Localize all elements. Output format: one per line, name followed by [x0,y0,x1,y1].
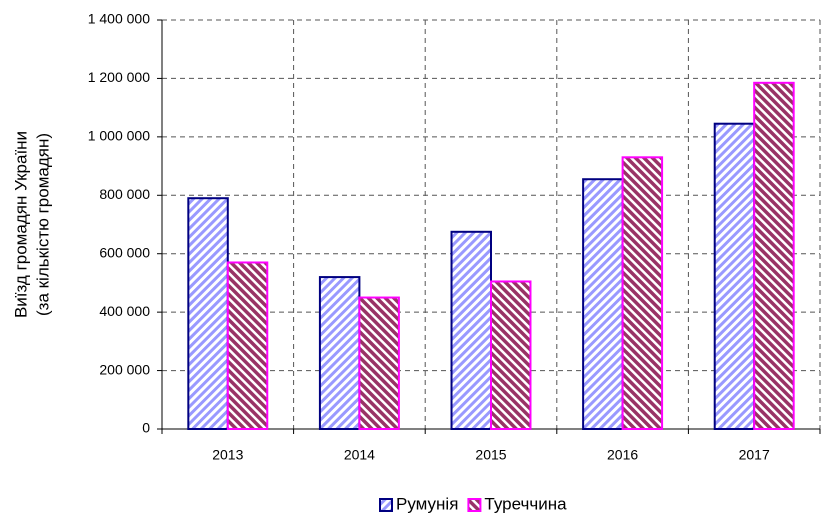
x-tick-label: 2016 [607,447,638,463]
bar [226,261,269,430]
legend-label: Румунія [396,494,458,513]
x-tick-label: 2015 [475,447,506,463]
x-tick-label: 2017 [739,447,770,463]
y-tick-label: 1 000 000 [88,128,150,144]
bar [582,178,624,430]
bar [358,296,400,430]
legend-swatch [379,498,393,512]
bar [753,81,795,431]
y-axis-label: (за кількістю громадян) [33,133,52,316]
y-axis-label: Виїзд громадян України [11,131,30,318]
bar [490,280,532,431]
y-tick-label: 800 000 [99,186,150,202]
bar [621,156,664,431]
y-tick-label: 1 200 000 [88,69,150,85]
y-tick-label: 400 000 [99,303,150,319]
y-tick-label: 200 000 [99,361,150,377]
bar [450,230,492,430]
y-tick-label: 0 [142,420,150,436]
x-tick-label: 2014 [344,447,375,463]
bar [318,276,361,431]
bar [713,122,756,430]
y-tick-label: 600 000 [99,244,150,260]
x-tick-label: 2013 [212,447,243,463]
y-tick-label: 1 400 000 [88,11,150,27]
legend-swatch [467,498,482,512]
legend-label: Туреччина [484,494,567,513]
bar [187,197,229,430]
